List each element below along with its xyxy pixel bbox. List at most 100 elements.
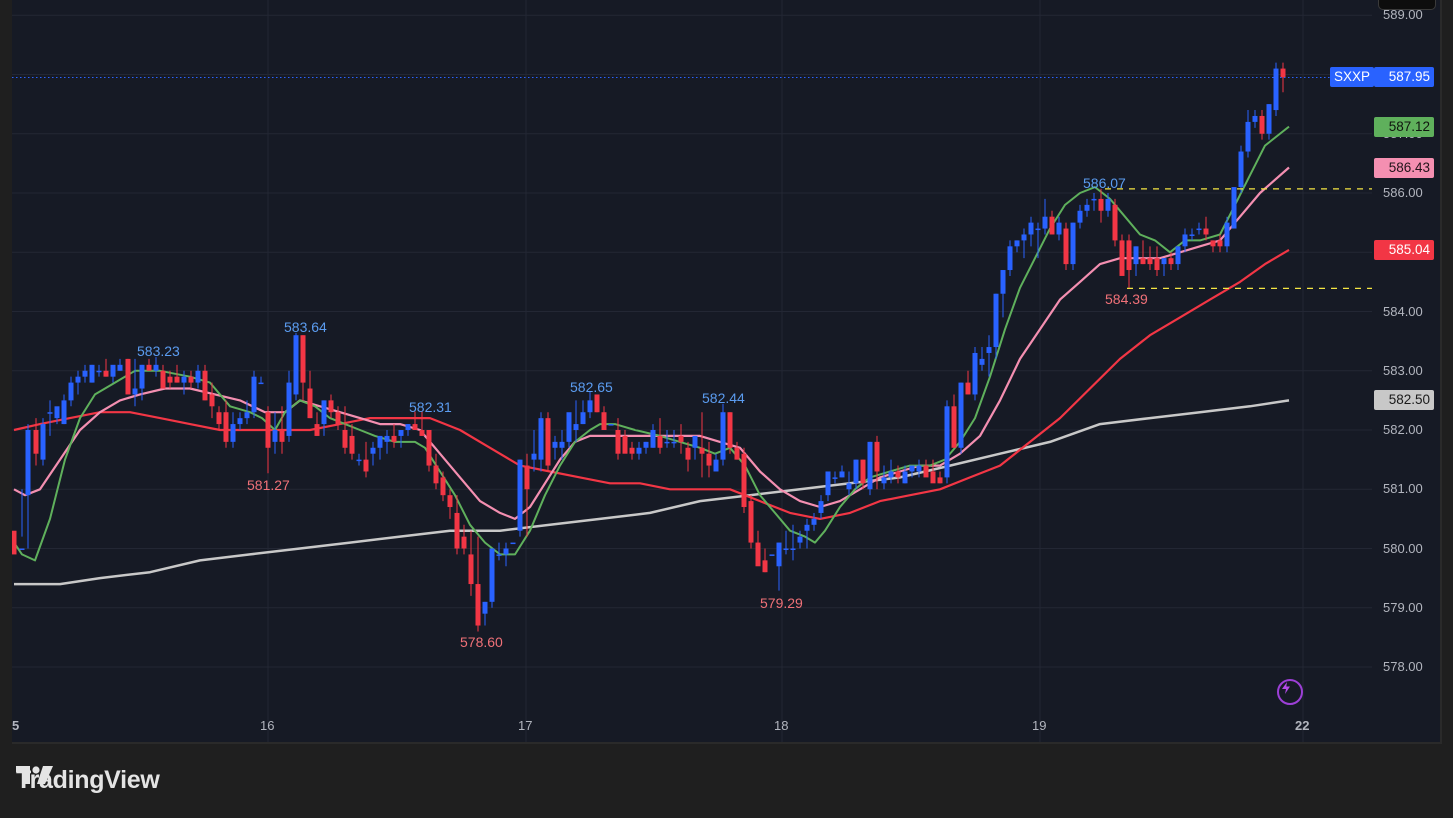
candle: [776, 542, 782, 567]
candle: [356, 459, 362, 462]
high-annotation: 582.65: [570, 379, 613, 395]
candle: [89, 364, 95, 383]
candle: [923, 465, 929, 478]
candle: [286, 382, 292, 436]
candle: [321, 400, 327, 425]
candle: [517, 459, 523, 531]
candle: [1161, 258, 1167, 265]
price-axis-label: 589.00: [1383, 7, 1423, 23]
candle: [125, 358, 131, 395]
candle: [1035, 228, 1041, 231]
ma-fast-tag: 587.12: [1374, 116, 1434, 137]
candle: [181, 376, 187, 383]
candle: [328, 400, 334, 413]
candle: [867, 441, 873, 490]
candle: [1070, 222, 1076, 265]
candle: [54, 406, 60, 419]
candle: [930, 471, 936, 484]
price-axis-label: 579.00: [1383, 599, 1423, 615]
candle: [958, 382, 964, 448]
candle: [1245, 121, 1251, 152]
candle: [629, 447, 635, 454]
candle: [426, 430, 432, 466]
candle: [1147, 258, 1153, 265]
candle: [75, 376, 81, 383]
ma-mid-tag: 586.43: [1374, 157, 1434, 178]
candle: [482, 601, 488, 614]
candle: [1126, 240, 1132, 271]
candle: [167, 376, 173, 383]
candle: [545, 418, 551, 466]
candle: [818, 501, 824, 513]
candle: [916, 465, 922, 472]
candle: [363, 459, 369, 472]
candle: [559, 441, 565, 448]
candle: [272, 430, 278, 442]
candle: [314, 424, 320, 436]
candle: [258, 382, 264, 385]
candle: [937, 477, 943, 484]
candle: [573, 424, 579, 430]
candle: [1182, 234, 1188, 247]
candle: [1105, 198, 1111, 211]
candle: [117, 364, 123, 371]
time-axis-label: 19: [1032, 718, 1047, 733]
chart-panel[interactable]: [12, 0, 1442, 744]
candle: [692, 435, 698, 448]
candle: [986, 347, 992, 353]
low-annotation: 578.60: [460, 634, 503, 650]
high-annotation: 582.44: [702, 390, 745, 406]
candle: [1259, 115, 1265, 134]
candle: [587, 400, 593, 413]
candle: [790, 548, 796, 550]
candle: [61, 400, 67, 425]
price-axis-label: 586.00: [1383, 185, 1423, 200]
lightning-icon[interactable]: [1277, 679, 1303, 705]
candle: [622, 435, 628, 454]
candle: [720, 412, 726, 460]
candles: [12, 62, 1286, 632]
candle: [1280, 68, 1286, 78]
candle: [1049, 216, 1055, 235]
price-chart[interactable]: [12, 0, 1440, 742]
candle: [1014, 240, 1020, 247]
candle: [132, 388, 138, 395]
candle: [370, 447, 376, 454]
candle: [454, 512, 460, 549]
candle: [1077, 210, 1083, 223]
candle: [433, 465, 439, 484]
candle: [552, 441, 558, 448]
candle: [146, 364, 152, 371]
candle: [664, 441, 670, 444]
candle: [538, 418, 544, 460]
candle: [846, 483, 852, 490]
candle: [944, 406, 950, 478]
candle: [19, 548, 25, 550]
candle: [1028, 222, 1034, 235]
candle: [1231, 187, 1237, 229]
candle: [860, 459, 866, 484]
candle: [1238, 151, 1244, 188]
candle: [349, 435, 355, 454]
candle: [580, 412, 586, 425]
candle: [1042, 216, 1048, 229]
candle: [440, 477, 446, 496]
candle: [678, 435, 684, 442]
candle: [496, 554, 502, 556]
candle: [643, 441, 649, 448]
candle: [1021, 234, 1027, 241]
candle: [741, 453, 747, 508]
candle: [419, 430, 425, 436]
candle: [300, 335, 306, 383]
candle: [160, 370, 166, 389]
candle: [489, 548, 495, 602]
candle: [307, 388, 313, 419]
tradingview-logo[interactable]: TradingView: [16, 766, 160, 795]
candle: [1133, 246, 1139, 265]
candle: [237, 418, 243, 425]
top-right-widget[interactable]: [1378, 0, 1436, 10]
candle: [461, 536, 467, 549]
candle: [909, 465, 915, 472]
candle: [706, 453, 712, 466]
candle: [475, 584, 481, 626]
